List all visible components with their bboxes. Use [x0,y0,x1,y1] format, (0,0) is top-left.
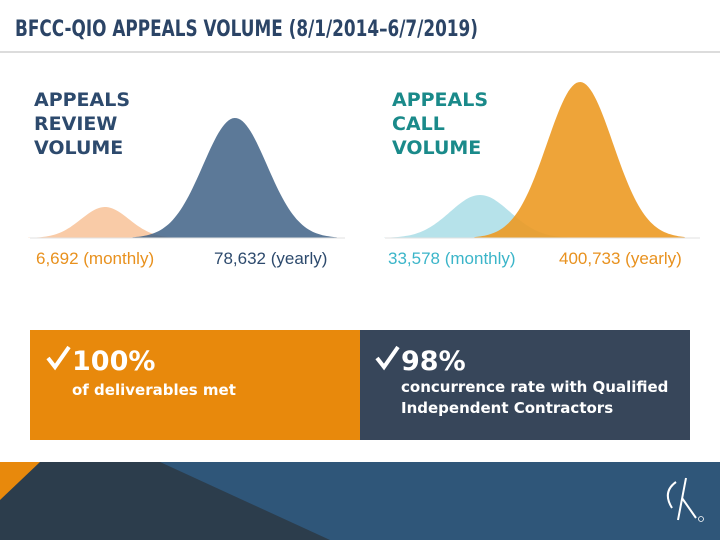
check-icon [46,345,71,371]
slide-title: BFCC-QIO APPEALS VOLUME (8/1/2014–6/7/20… [15,17,478,42]
stat-box [30,330,360,440]
heading-line: CALL [392,113,445,135]
logo [666,477,697,521]
stat-figure: 98% [401,346,466,377]
stat-text: concurrence rate with Qualified [401,378,668,396]
heading-line: APPEALS [34,89,130,111]
panel-heading: APPEALS CALL VOLUME [392,89,495,159]
stat-text: Independent Contractors [401,399,613,417]
heading-line: REVIEW [34,113,117,135]
bell-curve [28,207,182,238]
bell-curve [132,118,338,238]
heading-line: APPEALS [392,89,488,111]
check-icon [375,345,400,371]
footer-accent [0,462,40,500]
stat-figure: 100% [72,346,155,377]
yearly-label: 78,632 (yearly) [214,249,327,268]
stat-text: of deliverables met [72,381,236,399]
footer-shape [0,462,330,540]
monthly-label: 33,578 (monthly) [388,249,516,268]
yearly-label: 400,733 (yearly) [559,249,682,268]
heading-line: VOLUME [392,137,481,159]
logo-mark [698,516,704,522]
monthly-label: 6,692 (monthly) [36,249,154,268]
curves [28,82,686,238]
stat-box [360,330,690,440]
heading-line: VOLUME [34,137,123,159]
panel-heading: APPEALS REVIEW VOLUME [34,89,137,159]
bell-curve [474,82,686,238]
